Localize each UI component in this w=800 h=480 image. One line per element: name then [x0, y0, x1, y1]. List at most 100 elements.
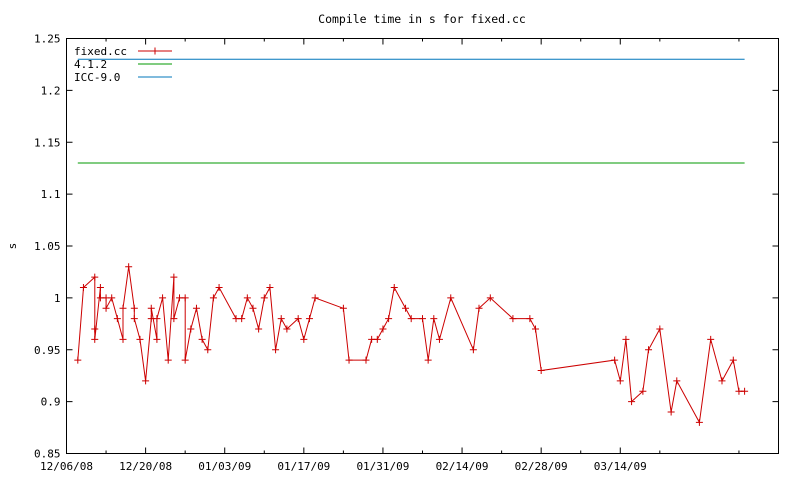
data-point — [407, 315, 415, 323]
plot-frame — [66, 38, 779, 454]
data-point — [181, 294, 189, 302]
y-tick-label: 0.85 — [34, 448, 61, 461]
data-point — [707, 335, 715, 343]
data-point — [283, 325, 291, 333]
data-point — [192, 304, 200, 312]
data-point — [656, 325, 664, 333]
data-point — [402, 304, 410, 312]
data-point — [469, 346, 477, 354]
data-point — [390, 284, 398, 291]
data-point — [198, 335, 206, 343]
data-point — [277, 315, 285, 323]
data-point — [243, 294, 251, 302]
legend-marker — [151, 47, 159, 55]
y-tick-label: 1.25 — [34, 33, 61, 46]
data-point — [187, 325, 195, 333]
data-point — [113, 315, 121, 323]
data-point — [170, 273, 178, 281]
data-point — [164, 356, 172, 364]
data-point — [96, 284, 104, 291]
data-point — [209, 294, 217, 302]
data-point — [153, 315, 161, 323]
data-point — [238, 315, 246, 323]
data-point — [136, 335, 144, 343]
data-point — [91, 325, 99, 333]
data-point — [526, 315, 534, 323]
y-tick-label: 1 — [54, 292, 61, 305]
data-point — [159, 294, 167, 302]
data-point — [435, 335, 443, 343]
data-point — [266, 284, 274, 291]
data-point — [741, 387, 749, 395]
data-point — [695, 418, 703, 426]
data-point — [215, 284, 223, 291]
legend-label: 4.1.2 — [74, 58, 107, 71]
data-point — [142, 377, 150, 385]
data-point — [611, 356, 619, 364]
data-point — [729, 356, 737, 364]
x-axis: 12/06/08 12/20/08 01/03/09 01/17/09 01/31/09… — [40, 38, 740, 473]
legend-label: fixed.cc — [74, 45, 127, 58]
data-point — [260, 294, 268, 302]
data-point — [255, 325, 263, 333]
y-tick-label: 1.2 — [41, 84, 61, 97]
data-point — [419, 315, 426, 323]
x-tick-label: 12/06/08 — [40, 460, 93, 473]
data-point — [300, 335, 308, 343]
data-point — [379, 325, 387, 333]
data-point — [385, 315, 393, 323]
data-point — [362, 356, 370, 364]
y-tick-label: 0.9 — [41, 396, 61, 409]
data-point — [130, 304, 138, 312]
data-point — [718, 377, 726, 385]
data-point — [430, 315, 438, 323]
y-tick-label: 1.15 — [34, 136, 61, 149]
data-point — [424, 356, 432, 364]
data-point — [447, 294, 455, 302]
data-point — [537, 367, 545, 374]
chart-title: Compile time in s for fixed.cc — [318, 12, 526, 26]
y-tick-label: 1.05 — [34, 240, 61, 253]
x-tick-label: 01/31/09 — [356, 460, 409, 473]
data-point — [311, 294, 319, 302]
y-tick-label: 0.95 — [34, 344, 61, 357]
x-tick-label: 12/20/08 — [119, 460, 172, 473]
data-point — [272, 346, 280, 354]
data-point — [628, 398, 636, 406]
y-axis: 0.85 0.9 0.95 1 1.05 1.1 1.15 1.2 1.25 — [34, 33, 779, 461]
legend-label: ICC-9.0 — [74, 71, 120, 84]
data-point — [119, 304, 127, 312]
x-tick-label: 03/14/09 — [594, 460, 647, 473]
data-point — [147, 304, 155, 312]
data-point — [119, 335, 127, 343]
data-point — [170, 315, 178, 323]
series-line-1 — [77, 266, 745, 424]
data-point — [509, 315, 517, 323]
data-point — [102, 304, 110, 312]
data-point — [639, 387, 647, 395]
data-point — [486, 294, 494, 302]
data-point — [345, 356, 353, 364]
data-point — [645, 346, 653, 354]
data-point — [475, 304, 483, 312]
data-point — [373, 335, 381, 343]
data-point — [91, 273, 99, 281]
x-tick-label: 01/17/09 — [277, 460, 330, 473]
data-point — [204, 346, 212, 354]
x-tick-label: 01/03/09 — [198, 460, 251, 473]
data-point — [339, 304, 347, 312]
data-point — [667, 408, 675, 416]
data-point — [673, 377, 681, 385]
data-point — [622, 335, 630, 343]
series-layer — [74, 58, 749, 426]
y-axis-label: s — [6, 243, 19, 250]
x-tick-label: 02/14/09 — [436, 460, 489, 473]
data-point — [294, 315, 302, 323]
data-point — [153, 335, 161, 343]
data-point — [125, 263, 133, 271]
data-point — [91, 335, 99, 343]
data-point — [108, 294, 116, 302]
x-tick-label: 02/28/09 — [515, 460, 568, 473]
data-point — [532, 325, 540, 333]
